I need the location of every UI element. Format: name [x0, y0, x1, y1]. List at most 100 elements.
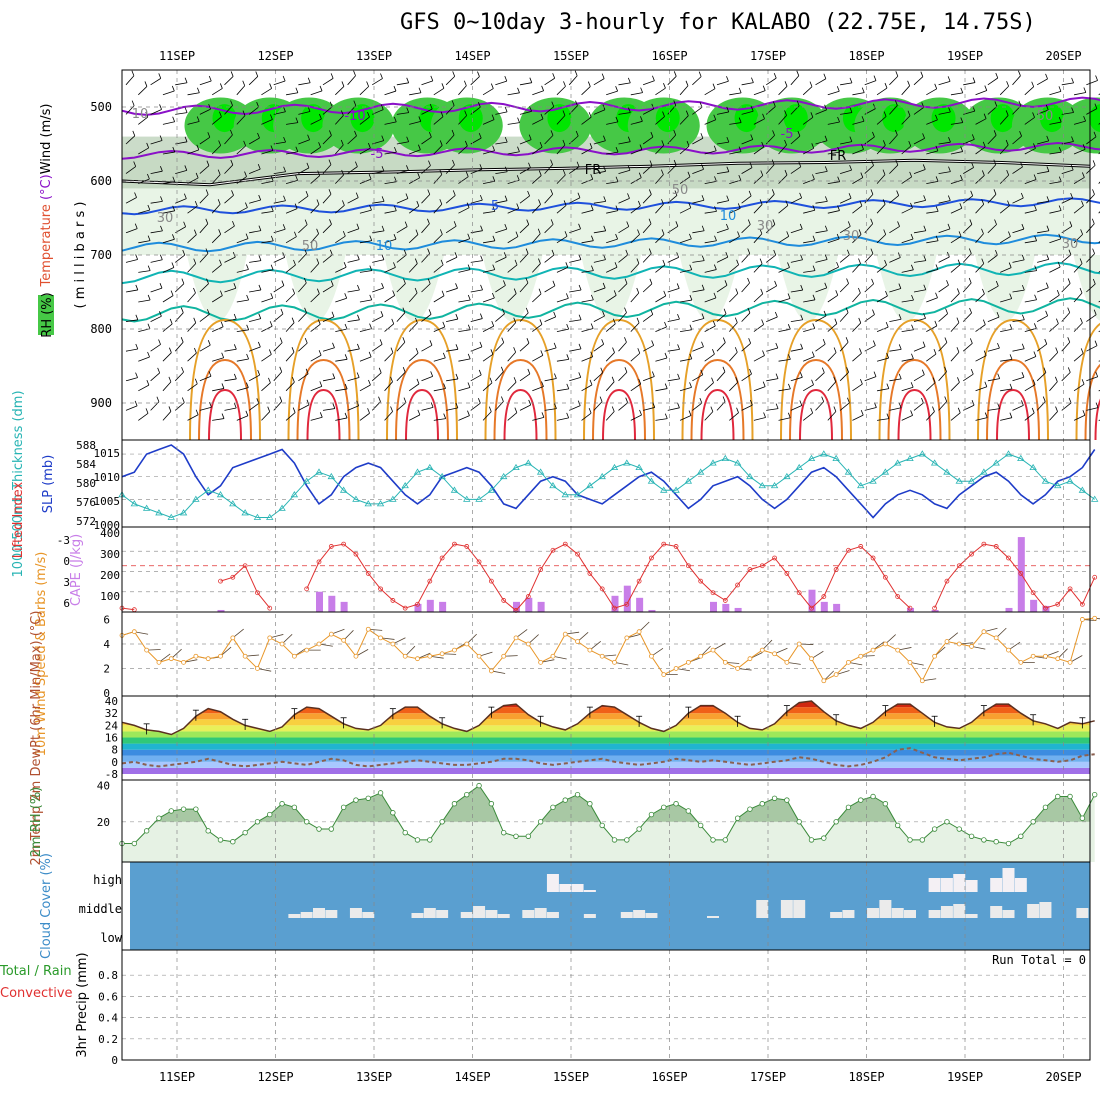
wind-barb-flag [550, 189, 554, 195]
isotherm-warm-arch [1084, 363, 1100, 441]
wind-barb-flag [700, 133, 704, 139]
wind-barb [211, 264, 222, 273]
wind-barb-flag [220, 321, 224, 327]
wind-barb-flag [648, 218, 652, 224]
y-tick-label: 900 [90, 396, 112, 410]
wind-barb-flag [932, 406, 935, 412]
wind-barb-flag [430, 75, 434, 82]
wind-barb-flag [650, 309, 654, 315]
wind-barb-flag [983, 113, 987, 119]
rh2m-marker [993, 839, 999, 845]
wind-barb-flag [823, 310, 827, 317]
wind-barb-flag [343, 262, 347, 268]
wind-barb [581, 270, 594, 273]
wind-barb-flag [796, 70, 800, 76]
y-tick-label: 600 [90, 174, 112, 188]
wind-speed-marker [685, 659, 691, 665]
wind-barb-flag [823, 73, 827, 79]
wind-barb-flag [884, 259, 887, 266]
wind-barb-flag [233, 402, 237, 409]
wind-barb [236, 269, 249, 273]
rh2m-ylabel: 2m RH (%) [29, 787, 44, 858]
wind-barb [519, 195, 530, 204]
wind-barb [458, 299, 471, 303]
wind-barb-flag [673, 71, 677, 77]
wind-barb-flag [393, 205, 397, 211]
wind-barb [359, 116, 370, 125]
wind-barb [224, 407, 237, 411]
cape-bar [1042, 605, 1050, 612]
wind-barb-flag [664, 383, 668, 389]
wind-barb [396, 198, 409, 204]
wind-barb-flag [578, 223, 581, 229]
wind-barb [729, 92, 742, 96]
thickness-marker [881, 468, 890, 475]
wind-barb [876, 234, 886, 244]
wind-barb-flag [206, 160, 210, 166]
wind-barb-flag [428, 309, 432, 315]
cloud-mid-bar [620, 912, 633, 918]
wind-barb-flag [611, 406, 615, 412]
wind-barb [1049, 266, 1061, 273]
wind-barb-flag [492, 145, 495, 151]
wind-barb [1073, 120, 1086, 125]
wind-barb [790, 259, 803, 263]
li-marker [1092, 574, 1098, 580]
wind-barb-flag [849, 136, 853, 142]
wind-barb-flag [957, 377, 960, 383]
wind-barb [212, 388, 225, 392]
wind-barb [778, 328, 791, 332]
rh2m-marker [328, 826, 335, 832]
wind-barb [1024, 148, 1036, 155]
wind-barb-flag [960, 174, 963, 181]
wind-barb [926, 297, 938, 303]
wind-barb [408, 352, 419, 362]
thickness-marker [1078, 486, 1087, 493]
wind-barb [618, 402, 628, 411]
li-marker [439, 555, 445, 561]
wind-barb [815, 201, 828, 204]
isotherm-warm-arch [878, 318, 951, 441]
wind-barb [150, 230, 163, 234]
wind-barb-flag [171, 85, 175, 92]
wind-barb [803, 270, 816, 273]
wind-barb-flag [257, 163, 261, 170]
wind-barb-flag [159, 254, 163, 260]
wind-barb-flag [541, 412, 545, 418]
wind-barb-flag [599, 396, 603, 402]
wind-barb-flag [603, 254, 606, 260]
wind-barb-flag [329, 249, 333, 255]
wind-barb [987, 106, 998, 115]
wind-barb-flag [295, 146, 299, 152]
wind-barb [569, 166, 580, 174]
wind-barb-flag [701, 255, 705, 261]
wind-barb [987, 224, 997, 234]
wind-barb [433, 87, 445, 96]
li-marker [772, 555, 777, 561]
wind-barb-flag [957, 259, 961, 265]
wind-barb-flag [981, 258, 985, 264]
wind-barb-flag [921, 369, 925, 375]
wind-barb [125, 259, 138, 263]
wind-barb [975, 204, 984, 214]
wind-barb-flag [283, 166, 286, 172]
wind-barb-flag [590, 323, 594, 329]
wind-barb [1061, 112, 1074, 115]
wind-barb [839, 283, 849, 293]
wind-barb-flag [455, 313, 459, 320]
wind-barb-flag [538, 199, 541, 205]
wind-barb [680, 329, 692, 332]
wind-barb-flag [701, 164, 704, 170]
wind-barb [581, 384, 593, 392]
top-date-label: 14SEP [454, 49, 490, 63]
bottom-date-label: 14SEP [454, 1070, 490, 1084]
wind-barb-flag [134, 223, 138, 229]
wind-barb [569, 197, 581, 204]
rh2m-marker [217, 837, 224, 843]
wind-barb [433, 388, 446, 392]
wind-barb-flag [418, 116, 422, 122]
wind-barb [261, 180, 274, 184]
wind-barb [790, 228, 803, 234]
li-marker [599, 586, 605, 592]
wind-barb [175, 82, 188, 86]
